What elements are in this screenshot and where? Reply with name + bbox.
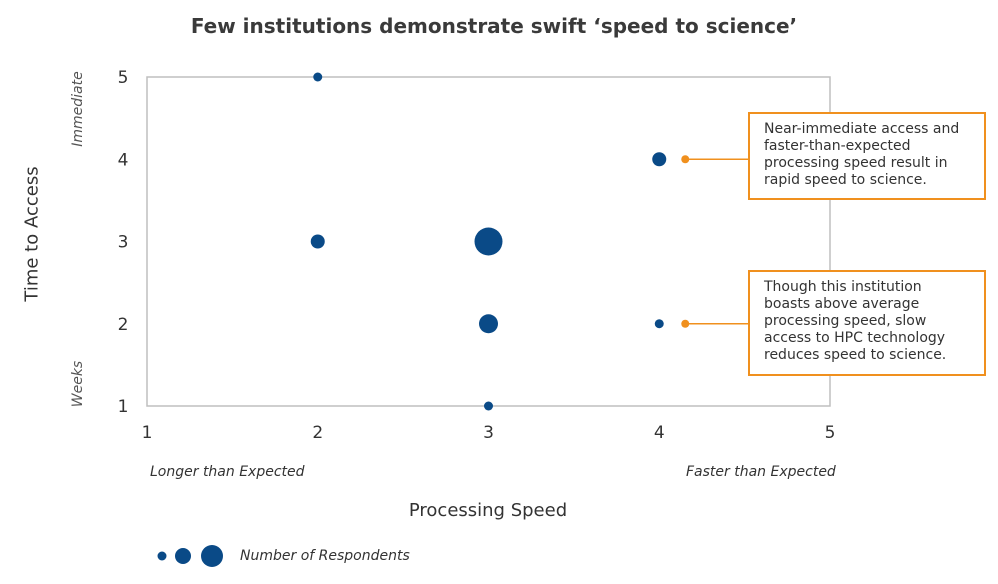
x-tick-label: 5 bbox=[825, 423, 836, 443]
data-point bbox=[313, 72, 323, 82]
y-axis-high-label: Immediate bbox=[70, 71, 86, 147]
callout-connector-dot bbox=[681, 155, 690, 164]
y-axis-low-label: Weeks bbox=[70, 360, 86, 408]
x-tick-label: 1 bbox=[142, 423, 153, 443]
x-axis-low-label: Longer than Expected bbox=[150, 464, 305, 480]
y-axis-label: Time to Access bbox=[21, 166, 43, 302]
legend-bubble bbox=[157, 551, 167, 561]
callout-top: Near-immediate access and faster-than-ex… bbox=[748, 112, 986, 200]
legend-label: Number of Respondents bbox=[240, 548, 410, 564]
y-tick-label: 4 bbox=[118, 150, 129, 170]
data-point bbox=[310, 234, 325, 249]
data-point bbox=[474, 227, 503, 256]
data-point bbox=[479, 314, 498, 334]
y-tick-label: 3 bbox=[118, 233, 129, 253]
y-tick-label: 1 bbox=[118, 397, 129, 417]
y-tick-label: 2 bbox=[118, 315, 129, 335]
x-tick-label: 2 bbox=[312, 423, 323, 443]
data-point bbox=[654, 319, 664, 329]
callout-bottom: Though this institution boasts above ave… bbox=[748, 270, 986, 376]
legend-bubble bbox=[201, 545, 223, 567]
x-tick-label: 3 bbox=[483, 423, 494, 443]
chart-title: Few institutions demonstrate swift ‘spee… bbox=[190, 14, 798, 38]
x-axis-high-label: Faster than Expected bbox=[686, 464, 836, 480]
data-point bbox=[484, 401, 493, 411]
y-tick-label: 5 bbox=[118, 68, 129, 88]
x-tick-label: 4 bbox=[654, 423, 665, 443]
legend-bubble bbox=[175, 548, 191, 564]
data-point bbox=[652, 152, 667, 167]
callout-connector-dot bbox=[681, 319, 690, 328]
x-axis-label: Processing Speed bbox=[408, 500, 568, 521]
